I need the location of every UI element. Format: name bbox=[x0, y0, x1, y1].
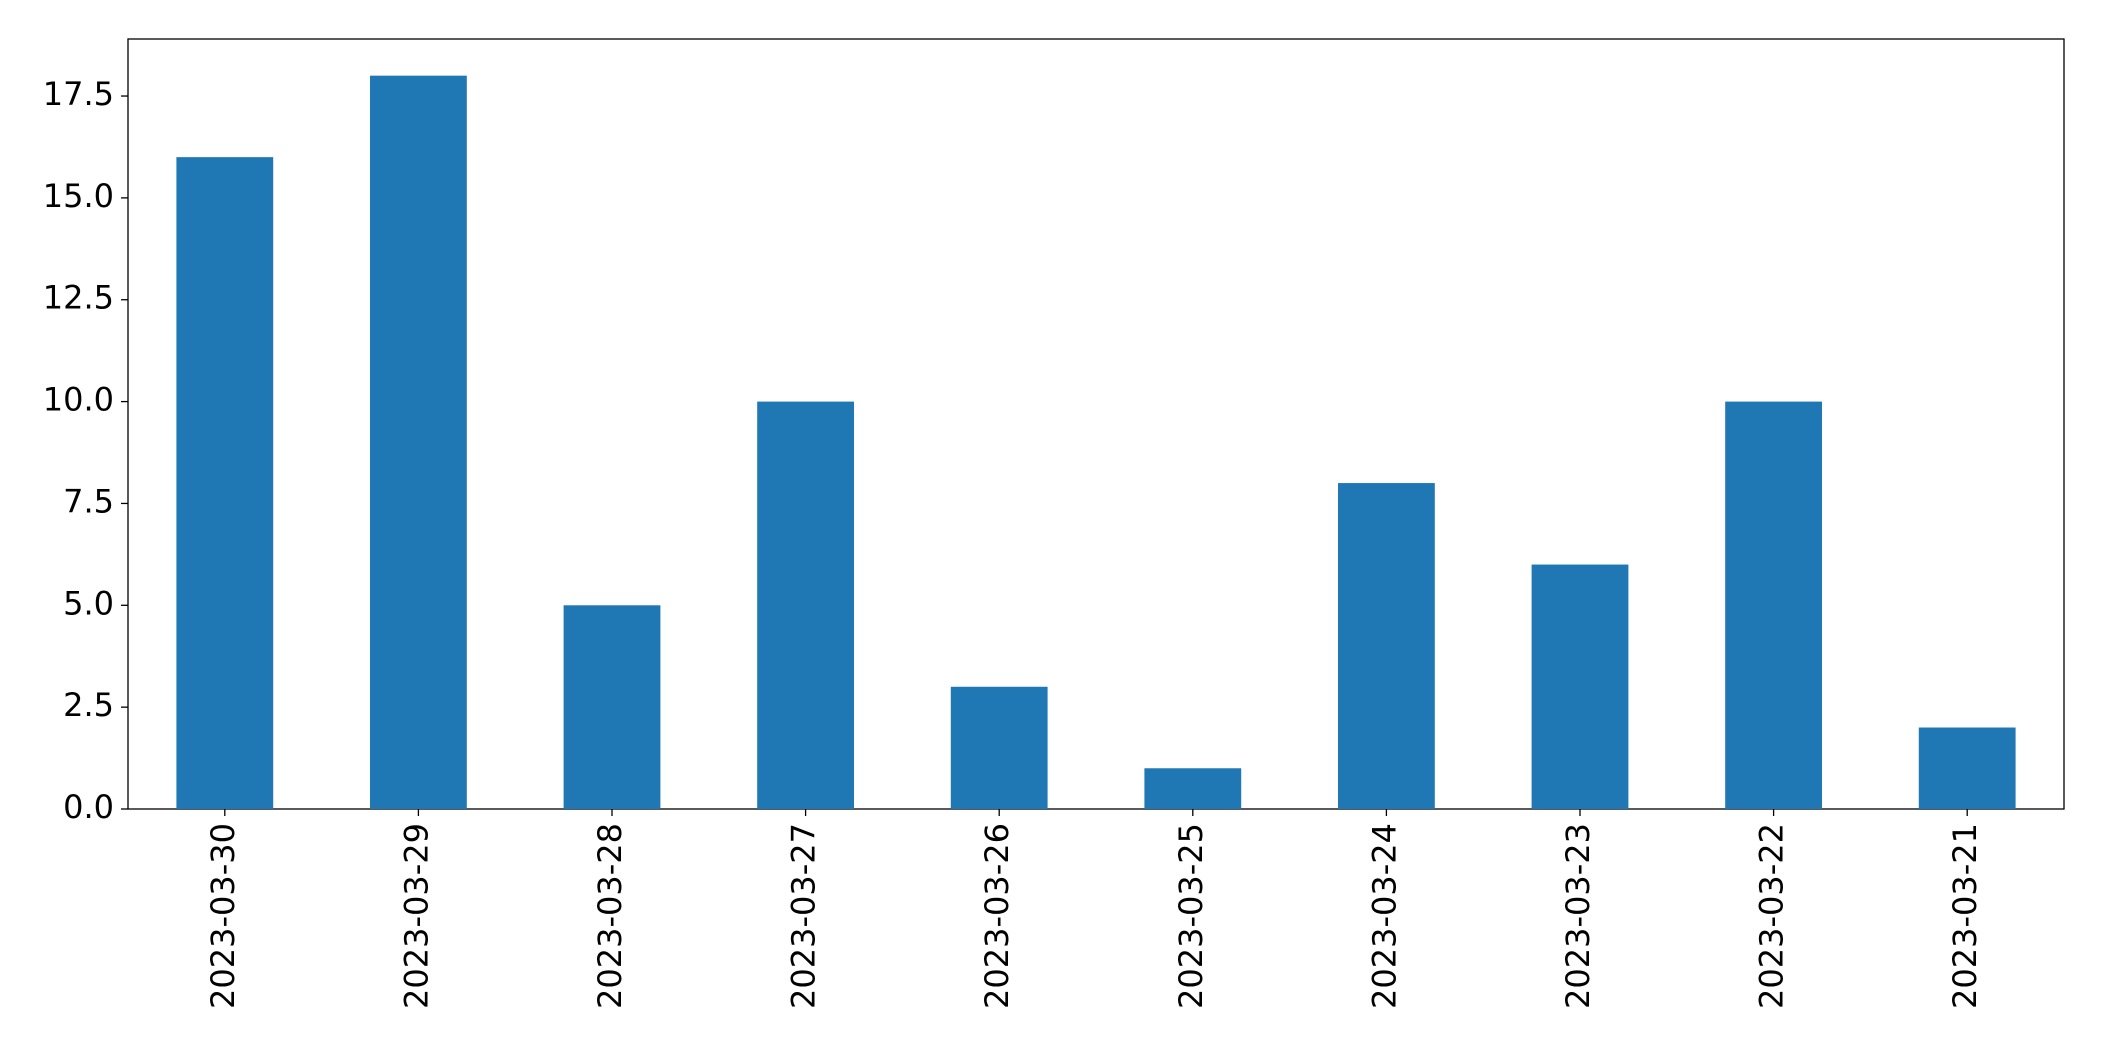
bar bbox=[1144, 768, 1242, 809]
x-tick-label: 2023-03-23 bbox=[1559, 823, 1597, 1009]
bar bbox=[176, 157, 274, 810]
y-tick-label: 0.0 bbox=[63, 788, 114, 826]
y-tick-label: 2.5 bbox=[63, 686, 114, 724]
plot-frame bbox=[127, 38, 2065, 810]
bar bbox=[1531, 564, 1629, 809]
bar bbox=[1338, 483, 1435, 809]
x-tick-label: 2023-03-29 bbox=[397, 823, 435, 1009]
bar bbox=[563, 605, 661, 809]
y-tick-label: 7.5 bbox=[63, 482, 114, 520]
bar bbox=[370, 75, 467, 809]
x-tick-label: 2023-03-30 bbox=[204, 823, 242, 1009]
bar bbox=[757, 401, 854, 809]
y-tick-label: 5.0 bbox=[63, 584, 114, 622]
y-tick-label: 10.0 bbox=[43, 381, 114, 419]
x-tick-label: 2023-03-21 bbox=[1946, 823, 1984, 1009]
x-tick-label: 2023-03-25 bbox=[1172, 823, 1210, 1009]
x-tick-label: 2023-03-27 bbox=[785, 823, 823, 1009]
bar bbox=[950, 686, 1048, 809]
y-tick-label: 12.5 bbox=[43, 279, 114, 317]
bar bbox=[1725, 401, 1822, 809]
x-tick-label: 2023-03-28 bbox=[591, 823, 629, 1009]
y-tick-label: 15.0 bbox=[43, 177, 114, 215]
y-tick-label: 17.5 bbox=[43, 75, 114, 113]
x-tick-label: 2023-03-24 bbox=[1365, 823, 1403, 1009]
bar bbox=[1918, 727, 2016, 809]
x-tick-label: 2023-03-26 bbox=[978, 823, 1016, 1009]
x-tick-label: 2023-03-22 bbox=[1753, 823, 1791, 1009]
